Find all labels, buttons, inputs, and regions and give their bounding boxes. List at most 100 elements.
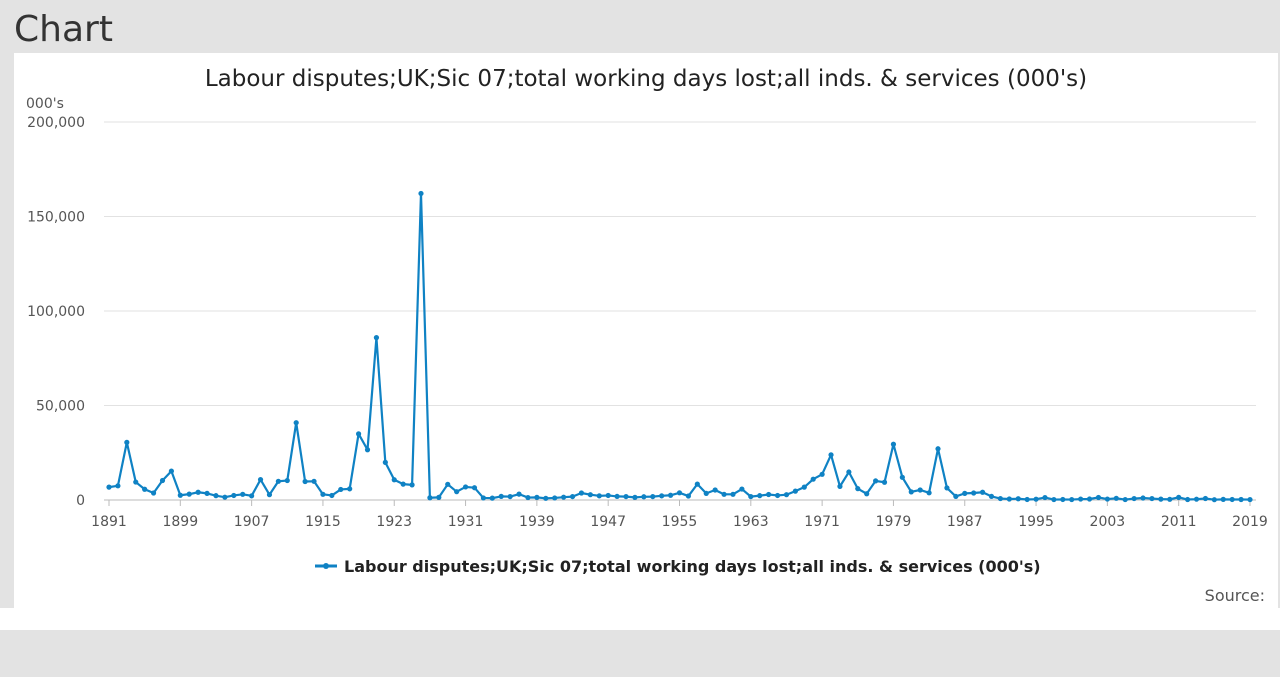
data-point[interactable]: [498, 493, 504, 500]
data-point[interactable]: [195, 489, 201, 495]
data-point[interactable]: [1015, 496, 1021, 502]
data-point[interactable]: [364, 447, 371, 453]
data-point[interactable]: [979, 489, 986, 495]
data-point[interactable]: [997, 495, 1004, 502]
data-point[interactable]: [347, 486, 353, 492]
data-point[interactable]: [249, 493, 255, 499]
data-point[interactable]: [703, 490, 709, 496]
data-point[interactable]: [766, 491, 772, 498]
data-point[interactable]: [240, 491, 246, 497]
data-point[interactable]: [632, 494, 638, 500]
legend[interactable]: Labour disputes;UK;Sic 07;total working …: [315, 557, 1041, 576]
data-point[interactable]: [1086, 496, 1093, 502]
data-point[interactable]: [801, 484, 807, 490]
data-point[interactable]: [1211, 497, 1217, 503]
data-point[interactable]: [489, 495, 495, 501]
data-point[interactable]: [1202, 495, 1209, 502]
data-point[interactable]: [748, 493, 754, 500]
data-point[interactable]: [1247, 496, 1253, 503]
data-point[interactable]: [855, 486, 861, 492]
data-point[interactable]: [953, 493, 959, 500]
data-point[interactable]: [685, 493, 692, 499]
data-point[interactable]: [917, 487, 923, 493]
data-point[interactable]: [409, 482, 415, 488]
data-point[interactable]: [266, 492, 273, 498]
data-point[interactable]: [899, 474, 905, 480]
data-point[interactable]: [757, 493, 763, 499]
data-point[interactable]: [988, 493, 995, 500]
data-point[interactable]: [552, 495, 558, 501]
data-point[interactable]: [783, 492, 790, 498]
data-point[interactable]: [186, 491, 192, 497]
data-point[interactable]: [516, 491, 522, 497]
data-point[interactable]: [1158, 496, 1164, 502]
data-point[interactable]: [1033, 496, 1039, 502]
data-point[interactable]: [445, 481, 451, 487]
data-point[interactable]: [133, 479, 139, 485]
data-point[interactable]: [1078, 496, 1084, 502]
data-point[interactable]: [569, 493, 576, 500]
data-point[interactable]: [1113, 495, 1119, 501]
data-point[interactable]: [454, 489, 460, 495]
data-point[interactable]: [1140, 495, 1146, 501]
data-point[interactable]: [739, 486, 745, 492]
data-point[interactable]: [676, 490, 683, 496]
data-point[interactable]: [810, 476, 816, 482]
data-point[interactable]: [159, 477, 166, 484]
data-point[interactable]: [418, 190, 424, 197]
data-point[interactable]: [667, 492, 674, 498]
data-point[interactable]: [231, 492, 237, 499]
data-point[interactable]: [1167, 496, 1173, 502]
data-point[interactable]: [1024, 496, 1030, 503]
data-point[interactable]: [881, 479, 888, 485]
data-point[interactable]: [605, 492, 611, 499]
data-point[interactable]: [382, 459, 388, 465]
data-point[interactable]: [1220, 496, 1226, 502]
data-point[interactable]: [650, 493, 656, 500]
data-point[interactable]: [1104, 496, 1110, 502]
data-point[interactable]: [427, 495, 433, 501]
data-point[interactable]: [908, 489, 914, 495]
data-point[interactable]: [1060, 496, 1066, 503]
data-point[interactable]: [721, 491, 727, 497]
data-point[interactable]: [320, 491, 326, 497]
data-point[interactable]: [962, 490, 968, 496]
data-point[interactable]: [525, 494, 531, 501]
data-point[interactable]: [971, 490, 977, 496]
data-point[interactable]: [142, 486, 148, 492]
data-point[interactable]: [257, 476, 264, 483]
data-point[interactable]: [1051, 496, 1057, 503]
data-point[interactable]: [177, 492, 183, 498]
data-point[interactable]: [293, 420, 299, 426]
data-point[interactable]: [168, 468, 174, 474]
data-point[interactable]: [462, 484, 469, 490]
data-point[interactable]: [944, 485, 950, 491]
data-point[interactable]: [659, 493, 665, 499]
data-point[interactable]: [1229, 496, 1235, 503]
data-point[interactable]: [864, 491, 870, 497]
data-point[interactable]: [712, 487, 718, 493]
data-point[interactable]: [1042, 494, 1048, 501]
data-point[interactable]: [329, 492, 335, 499]
data-point[interactable]: [792, 488, 798, 494]
data-point[interactable]: [436, 494, 442, 500]
data-point[interactable]: [890, 441, 897, 447]
data-point[interactable]: [730, 491, 736, 497]
data-point[interactable]: [561, 494, 567, 500]
data-point[interactable]: [338, 486, 344, 493]
data-point[interactable]: [534, 494, 540, 500]
data-point[interactable]: [150, 490, 157, 496]
data-point[interactable]: [641, 494, 647, 500]
data-point[interactable]: [846, 469, 852, 475]
data-point[interactable]: [828, 452, 834, 458]
data-point[interactable]: [284, 477, 290, 484]
data-point[interactable]: [935, 446, 941, 452]
data-point[interactable]: [1069, 496, 1075, 503]
data-point[interactable]: [614, 493, 620, 500]
data-point[interactable]: [1131, 495, 1137, 502]
data-point[interactable]: [124, 439, 130, 445]
data-point[interactable]: [106, 484, 112, 490]
data-point[interactable]: [204, 490, 210, 496]
data-point[interactable]: [391, 477, 397, 483]
data-point[interactable]: [623, 493, 629, 500]
